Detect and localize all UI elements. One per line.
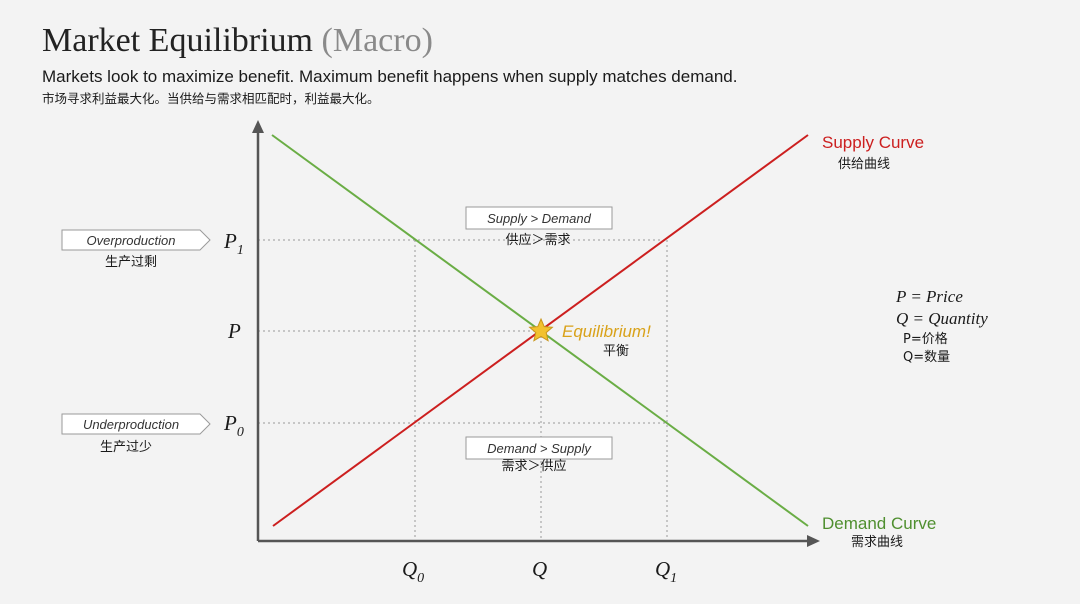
title-suffix: (Macro)	[321, 22, 433, 59]
quantity-axis-arrow-icon	[807, 535, 820, 547]
axes	[252, 120, 820, 547]
guide-lines	[258, 239, 668, 541]
supply-curve-label-cn: 供给曲线	[838, 157, 890, 172]
legend-quantity: Q = Quantity	[896, 309, 988, 328]
surplus-box: Supply > Demand 供应＞需求	[465, 206, 613, 248]
underproduction-label: Underproduction	[83, 417, 179, 432]
underproduction-label-cn: 生产过少	[100, 440, 152, 455]
tick-q1: Q1	[655, 557, 677, 586]
legend-price: P = Price	[895, 287, 963, 306]
demand-curve-label: Demand Curve	[822, 514, 936, 533]
tick-q: Q	[532, 557, 547, 581]
surplus-label-cn: 供应＞需求	[505, 232, 570, 248]
surplus-label: Supply > Demand	[487, 211, 591, 226]
page-title: Market Equilibrium (Macro)	[42, 22, 433, 60]
supply-curve-label: Supply Curve	[822, 133, 924, 152]
overproduction-label: Overproduction	[87, 233, 176, 248]
equilibrium-star-icon	[528, 317, 554, 342]
legend-price-cn: P=价格	[903, 331, 948, 347]
title-main: Market Equilibrium	[42, 22, 314, 59]
overproduction-label-cn: 生产过剩	[105, 255, 157, 270]
subtitle-chinese: 市场寻求利益最大化。当供给与需求相匹配时，利益最大化。	[42, 91, 380, 106]
price-axis-arrow-icon	[252, 120, 264, 133]
demand-curve-label-cn: 需求曲线	[851, 535, 903, 550]
variable-legend: P = Price Q = Quantity P=价格 Q=数量	[895, 287, 988, 365]
overproduction-tag: Overproduction 生产过剩	[61, 229, 211, 270]
equilibrium-label-cn: 平衡	[603, 344, 629, 359]
shortage-label: Demand > Supply	[487, 441, 592, 456]
tick-p0: P0	[223, 411, 244, 440]
tick-p1: P1	[223, 229, 244, 258]
subtitle-english: Markets look to maximize benefit. Maximu…	[42, 67, 738, 86]
tick-p: P	[227, 319, 241, 343]
equilibrium-label: Equilibrium!	[562, 322, 651, 341]
legend-quantity-cn: Q=数量	[903, 350, 950, 365]
tick-q0: Q0	[402, 557, 424, 586]
underproduction-tag: Underproduction 生产过少	[61, 413, 211, 455]
shortage-label-cn: 需求＞供应	[501, 458, 566, 474]
shortage-box: Demand > Supply 需求＞供应	[465, 436, 613, 474]
